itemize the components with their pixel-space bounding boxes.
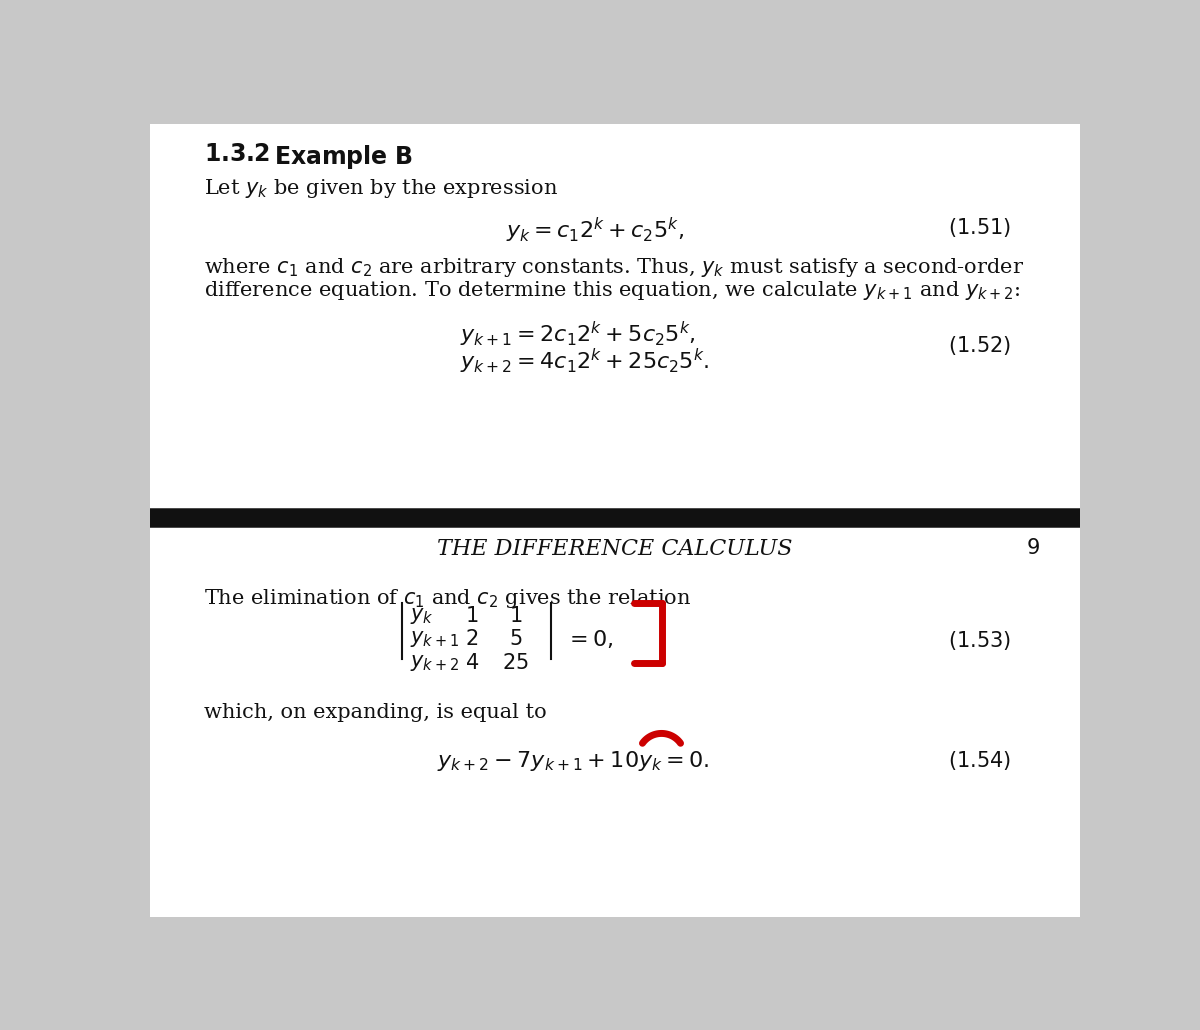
Text: The elimination of $c_1$ and $c_2$ gives the relation: The elimination of $c_1$ and $c_2$ gives… <box>204 587 691 610</box>
Text: THE DIFFERENCE CALCULUS: THE DIFFERENCE CALCULUS <box>437 538 793 560</box>
Text: Let $y_k$ be given by the expression: Let $y_k$ be given by the expression <box>204 177 558 201</box>
Text: $y_{k+2} = 4c_1 2^k + 25c_2 5^k.$: $y_{k+2} = 4c_1 2^k + 25c_2 5^k.$ <box>460 347 709 376</box>
Text: $25$: $25$ <box>503 653 529 673</box>
Text: $(1.53)$: $(1.53)$ <box>948 629 1012 652</box>
Text: $y_k$: $y_k$ <box>409 607 433 626</box>
Text: $2$: $2$ <box>466 629 478 650</box>
Text: $1$: $1$ <box>509 607 522 626</box>
Text: where $c_1$ and $c_2$ are arbitrary constants. Thus, $y_k$ must satisfy a second: where $c_1$ and $c_2$ are arbitrary cons… <box>204 256 1025 279</box>
Text: $y_{k+2}$: $y_{k+2}$ <box>409 653 458 673</box>
Text: which, on expanding, is equal to: which, on expanding, is equal to <box>204 702 547 722</box>
Text: $1$: $1$ <box>464 607 479 626</box>
Text: $4$: $4$ <box>464 653 479 673</box>
Text: $y_k = c_1 2^k + c_2 5^k,$: $y_k = c_1 2^k + c_2 5^k,$ <box>506 216 685 245</box>
Text: $y_{k+1}$: $y_{k+1}$ <box>409 629 458 650</box>
FancyBboxPatch shape <box>150 124 1080 509</box>
Text: $\bf{1.3.2}$: $\bf{1.3.2}$ <box>204 143 270 166</box>
Text: $y_{k+1} = 2c_1 2^k + 5c_2 5^k,$: $y_{k+1} = 2c_1 2^k + 5c_2 5^k,$ <box>460 320 696 349</box>
Text: $= 0,$: $= 0,$ <box>565 629 613 652</box>
Text: $(1.51)$: $(1.51)$ <box>948 216 1012 239</box>
FancyBboxPatch shape <box>150 520 1080 917</box>
Text: $(1.52)$: $(1.52)$ <box>948 334 1012 356</box>
Text: difference equation. To determine this equation, we calculate $y_{k+1}$ and $y_{: difference equation. To determine this e… <box>204 279 1021 302</box>
Text: $y_{k+2} - 7y_{k+1} + 10y_k = 0.$: $y_{k+2} - 7y_{k+1} + 10y_k = 0.$ <box>437 749 709 772</box>
Text: $(1.54)$: $(1.54)$ <box>948 749 1012 771</box>
Text: $5$: $5$ <box>509 629 522 650</box>
Text: $9$: $9$ <box>1026 538 1039 558</box>
Text: $\bf{Example\ B}$: $\bf{Example\ B}$ <box>274 143 413 171</box>
